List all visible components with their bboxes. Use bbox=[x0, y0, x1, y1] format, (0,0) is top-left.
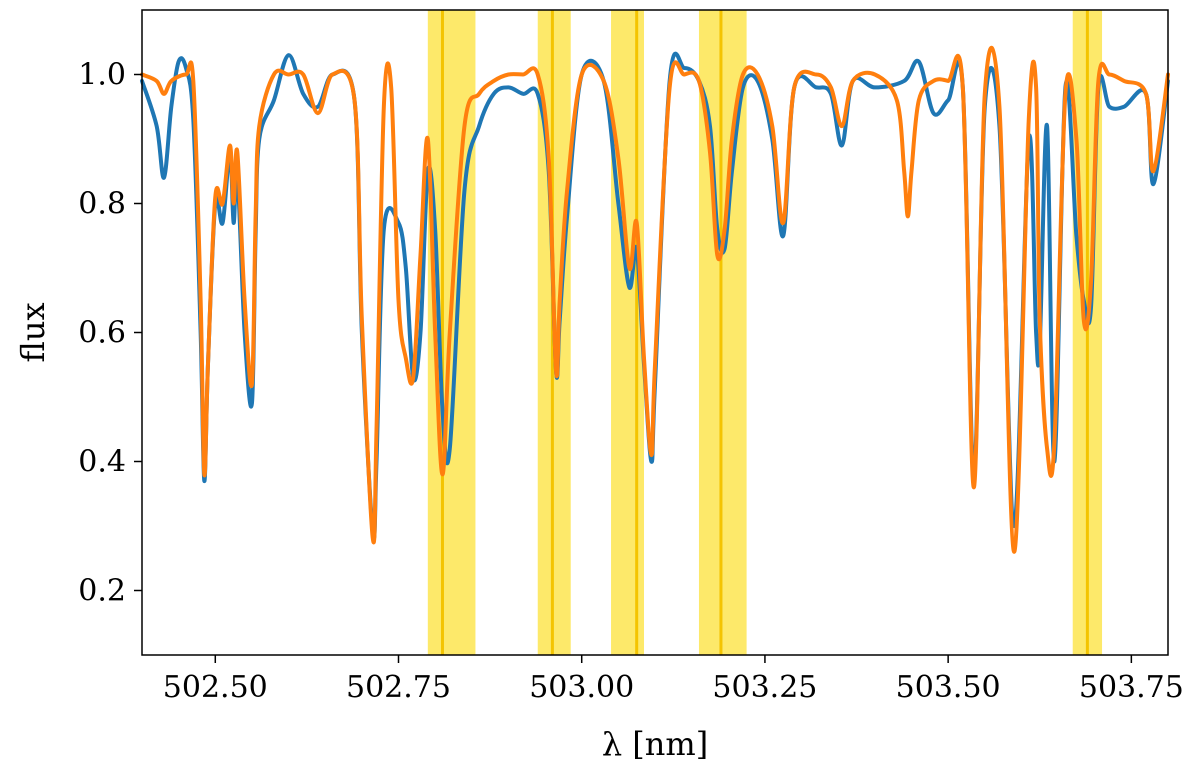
x-tick-label: 503.00 bbox=[529, 670, 634, 705]
series-line-orange bbox=[140, 45, 1170, 554]
y-tick-label: 0.8 bbox=[78, 187, 126, 222]
series-layer bbox=[140, 45, 1170, 554]
y-tick-label: 0.2 bbox=[78, 574, 126, 609]
series-line-blue bbox=[140, 51, 1170, 541]
x-axis-ticks: 502.50 502.75 503.00 503.25 503.50 503.75 bbox=[163, 655, 1184, 705]
y-tick-label: 0.4 bbox=[78, 445, 126, 480]
x-tick-label: 502.50 bbox=[163, 670, 268, 705]
x-tick-label: 502.75 bbox=[346, 670, 451, 705]
x-tick-label: 503.75 bbox=[1079, 670, 1184, 705]
x-tick-label: 503.50 bbox=[896, 670, 1001, 705]
x-axis-label: λ [nm] bbox=[602, 725, 708, 763]
y-tick-label: 1.0 bbox=[78, 58, 126, 93]
highlight-band-3 bbox=[611, 10, 645, 655]
y-tick-label: 0.6 bbox=[78, 316, 126, 351]
y-axis-label: flux bbox=[14, 303, 52, 363]
x-tick-label: 503.25 bbox=[712, 670, 817, 705]
y-axis-ticks: 0.2 0.4 0.6 0.8 1.0 bbox=[78, 58, 142, 609]
